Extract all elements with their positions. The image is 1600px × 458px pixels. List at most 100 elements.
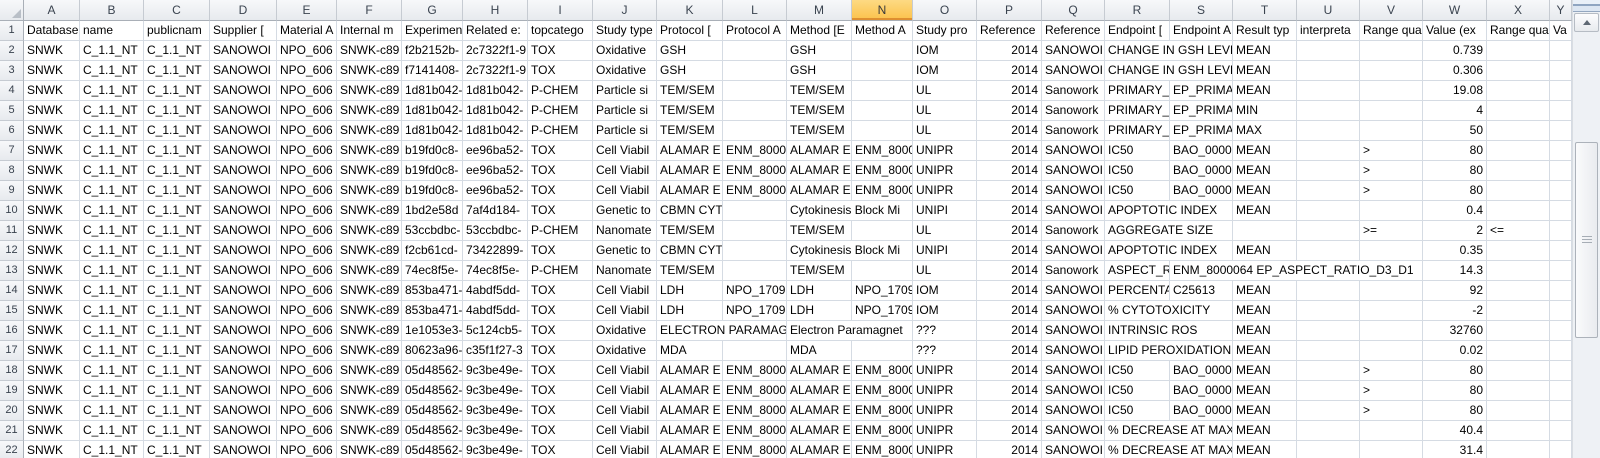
cell-R21[interactable]: % DECREASE AT MAX: [1105, 421, 1233, 441]
cell-P18[interactable]: 2014: [977, 361, 1042, 381]
cell-S8[interactable]: BAO_0000: [1170, 161, 1233, 181]
cell-I16[interactable]: TOX: [528, 321, 593, 341]
cell-Y9[interactable]: [1550, 181, 1572, 201]
row-header-4[interactable]: 4: [0, 81, 24, 101]
cell-N1[interactable]: Method A: [852, 21, 913, 41]
cell-Q12[interactable]: SANOWOI: [1042, 241, 1105, 261]
cell-V20[interactable]: >: [1360, 401, 1423, 421]
cell-E11[interactable]: NPO_606: [277, 221, 337, 241]
cell-P10[interactable]: 2014: [977, 201, 1042, 221]
cell-Y14[interactable]: [1550, 281, 1572, 301]
cell-C1[interactable]: publicnam: [144, 21, 210, 41]
cell-E20[interactable]: NPO_606: [277, 401, 337, 421]
cell-C14[interactable]: C_1.1_NT: [144, 281, 210, 301]
cell-L8[interactable]: ENM_8000: [723, 161, 787, 181]
cell-I4[interactable]: P-CHEM: [528, 81, 593, 101]
cell-K15[interactable]: LDH: [657, 301, 723, 321]
cell-O4[interactable]: UL: [913, 81, 977, 101]
cell-L22[interactable]: ENM_8000: [723, 441, 787, 458]
cell-L6[interactable]: [723, 121, 787, 141]
cell-E21[interactable]: NPO_606: [277, 421, 337, 441]
cell-E3[interactable]: NPO_606: [277, 61, 337, 81]
cell-C22[interactable]: C_1.1_NT: [144, 441, 210, 458]
cell-L18[interactable]: ENM_8000: [723, 361, 787, 381]
cell-T11[interactable]: [1233, 221, 1297, 241]
cell-L15[interactable]: NPO_1709: [723, 301, 787, 321]
cell-R22[interactable]: % DECREASE AT MAX: [1105, 441, 1233, 458]
cell-Q17[interactable]: SANOWOI: [1042, 341, 1105, 361]
cell-N7[interactable]: ENM_8000: [852, 141, 913, 161]
cell-D20[interactable]: SANOWOI: [210, 401, 277, 421]
cell-J14[interactable]: Cell Viabil: [593, 281, 657, 301]
cell-A8[interactable]: SNWK: [24, 161, 80, 181]
cell-B4[interactable]: C_1.1_NT: [80, 81, 144, 101]
cell-N6[interactable]: [852, 121, 913, 141]
cell-R19[interactable]: IC50: [1105, 381, 1170, 401]
cell-J20[interactable]: Cell Viabil: [593, 401, 657, 421]
cell-K16[interactable]: ELECTRON PARAMAG: [657, 321, 787, 341]
cell-N2[interactable]: [852, 41, 913, 61]
cell-T21[interactable]: MEAN: [1233, 421, 1297, 441]
cell-F9[interactable]: SNWK-c89: [337, 181, 402, 201]
cell-M1[interactable]: Method [E: [787, 21, 852, 41]
cell-J16[interactable]: Oxidative: [593, 321, 657, 341]
cell-H18[interactable]: 9c3be49e-: [463, 361, 528, 381]
cell-W12[interactable]: 0.35: [1423, 241, 1487, 261]
cell-N21[interactable]: ENM_8000: [852, 421, 913, 441]
cell-P5[interactable]: 2014: [977, 101, 1042, 121]
cell-J5[interactable]: Particle si: [593, 101, 657, 121]
cell-O1[interactable]: Study pro: [913, 21, 977, 41]
cell-B12[interactable]: C_1.1_NT: [80, 241, 144, 261]
cell-B6[interactable]: C_1.1_NT: [80, 121, 144, 141]
cell-X3[interactable]: [1487, 61, 1550, 81]
cell-B5[interactable]: C_1.1_NT: [80, 101, 144, 121]
cell-J9[interactable]: Cell Viabil: [593, 181, 657, 201]
cell-C18[interactable]: C_1.1_NT: [144, 361, 210, 381]
cell-A3[interactable]: SNWK: [24, 61, 80, 81]
cell-B10[interactable]: C_1.1_NT: [80, 201, 144, 221]
cell-X18[interactable]: [1487, 361, 1550, 381]
cell-I17[interactable]: TOX: [528, 341, 593, 361]
cell-O16[interactable]: ???: [913, 321, 977, 341]
cell-S18[interactable]: BAO_0000: [1170, 361, 1233, 381]
column-header-W[interactable]: W: [1423, 0, 1487, 21]
row-header-13[interactable]: 13: [0, 261, 24, 281]
cell-F7[interactable]: SNWK-c89: [337, 141, 402, 161]
cell-W16[interactable]: 32760: [1423, 321, 1487, 341]
cell-C12[interactable]: C_1.1_NT: [144, 241, 210, 261]
cell-Y1[interactable]: Va: [1550, 21, 1572, 41]
column-header-Q[interactable]: Q: [1042, 0, 1105, 21]
cell-T3[interactable]: MEAN: [1233, 61, 1297, 81]
cell-K5[interactable]: TEM/SEM: [657, 101, 723, 121]
column-header-P[interactable]: P: [977, 0, 1042, 21]
cell-V15[interactable]: [1360, 301, 1423, 321]
cell-J6[interactable]: Particle si: [593, 121, 657, 141]
cell-M9[interactable]: ALAMAR E: [787, 181, 852, 201]
cell-E7[interactable]: NPO_606: [277, 141, 337, 161]
cell-R5[interactable]: PRIMARY_: [1105, 101, 1170, 121]
cell-X22[interactable]: [1487, 441, 1550, 458]
cell-K18[interactable]: ALAMAR E: [657, 361, 723, 381]
cell-E9[interactable]: NPO_606: [277, 181, 337, 201]
cell-J22[interactable]: Cell Viabil: [593, 441, 657, 458]
cell-R6[interactable]: PRIMARY_: [1105, 121, 1170, 141]
cell-T2[interactable]: MEAN: [1233, 41, 1297, 61]
cell-J4[interactable]: Particle si: [593, 81, 657, 101]
cell-R9[interactable]: IC50: [1105, 181, 1170, 201]
cell-K1[interactable]: Protocol [: [657, 21, 723, 41]
cell-J10[interactable]: Genetic to: [593, 201, 657, 221]
cell-Q21[interactable]: SANOWOI: [1042, 421, 1105, 441]
cell-G20[interactable]: 05d48562-: [402, 401, 463, 421]
cell-M21[interactable]: ALAMAR E: [787, 421, 852, 441]
cell-K17[interactable]: MDA: [657, 341, 723, 361]
cell-S19[interactable]: BAO_0000: [1170, 381, 1233, 401]
row-header-22[interactable]: 22: [0, 441, 24, 458]
cell-G11[interactable]: 53ccbdbc-: [402, 221, 463, 241]
cell-I22[interactable]: TOX: [528, 441, 593, 458]
cell-U7[interactable]: [1297, 141, 1360, 161]
cell-L19[interactable]: ENM_8000: [723, 381, 787, 401]
cell-V11[interactable]: >=: [1360, 221, 1423, 241]
cell-A15[interactable]: SNWK: [24, 301, 80, 321]
cell-Y7[interactable]: [1550, 141, 1572, 161]
cell-G21[interactable]: 05d48562-: [402, 421, 463, 441]
